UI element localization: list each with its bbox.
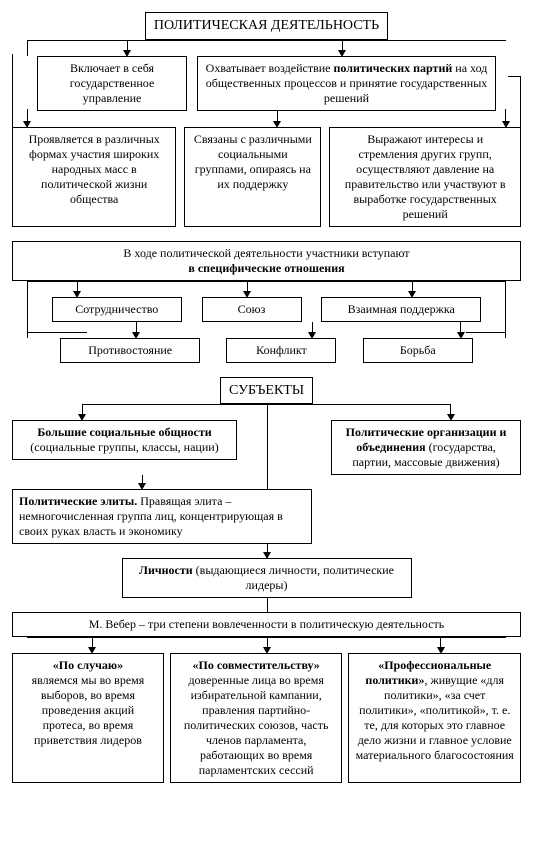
- connector: [12, 111, 521, 127]
- opposition-box: Противостояние: [60, 338, 200, 363]
- connector: [12, 322, 521, 338]
- col-title: «По совместительству»: [193, 658, 320, 672]
- union-box: Союз: [202, 297, 302, 322]
- text: (социальные группы, классы, нации): [30, 440, 218, 454]
- relations-header: В ходе политической деятельности участни…: [12, 241, 521, 281]
- social-groups-box: Связаны с различными социальными группам…: [184, 127, 321, 227]
- col-body: являемся мы во время выборов, во время п…: [32, 673, 145, 747]
- parties-influence-box: Охватывает воздействие политических парт…: [197, 56, 496, 111]
- mass-participation-box: Проявляется в различных формах участия ш…: [12, 127, 176, 227]
- big-social-box: Большие социальные общности (социальные …: [12, 420, 237, 460]
- personalities-box: Личности (выдающиеся личности, политичес…: [122, 558, 412, 598]
- includes-gov-box: Включает в себя государственное управлен…: [37, 56, 187, 111]
- connector: [12, 475, 521, 489]
- struggle-box: Борьба: [363, 338, 473, 363]
- text-bold: Большие социальные общности: [37, 425, 211, 439]
- political-elites-box: Политические элиты. Правящая элита – нем…: [12, 489, 312, 544]
- interests-pressure-box: Выражают интересы и стремления других гр…: [329, 127, 521, 227]
- cooperation-box: Сотрудничество: [52, 297, 182, 322]
- col-title: «По случаю»: [53, 658, 123, 672]
- weber-header: М. Вебер – три степени вовлеченности в п…: [12, 612, 521, 637]
- connector: [12, 544, 521, 558]
- connector: [12, 637, 521, 653]
- text-bold: Политические элиты.: [19, 494, 137, 508]
- text: В ходе политической деятельности участни…: [123, 246, 409, 260]
- text-bold: в специфические отношения: [188, 261, 344, 275]
- col-body: доверенные лица во время избирательной к…: [184, 673, 329, 777]
- text: (выдающиеся личности, политические лидер…: [193, 563, 394, 592]
- conflict-box: Конфликт: [226, 338, 336, 363]
- mutual-support-box: Взаимная поддержка: [321, 297, 481, 322]
- connector: [12, 40, 521, 56]
- main-title: ПОЛИТИЧЕСКАЯ ДЕЯТЕЛЬНОСТЬ: [145, 12, 388, 40]
- professional-box: «Профессиональные политики», живущие «дл…: [348, 653, 521, 783]
- by-chance-box: «По случаю» являемся мы во время выборов…: [12, 653, 164, 783]
- political-orgs-box: Политические организации и объединения (…: [331, 420, 521, 475]
- text-bold: Личности: [139, 563, 193, 577]
- text-pre: Охватывает воздействие: [206, 61, 334, 75]
- connector: [12, 281, 521, 297]
- part-time-box: «По совместительству» доверенные лица во…: [170, 653, 343, 783]
- text-bold: политических партий: [334, 61, 453, 75]
- subjects-title: СУБЪЕКТЫ: [220, 377, 313, 405]
